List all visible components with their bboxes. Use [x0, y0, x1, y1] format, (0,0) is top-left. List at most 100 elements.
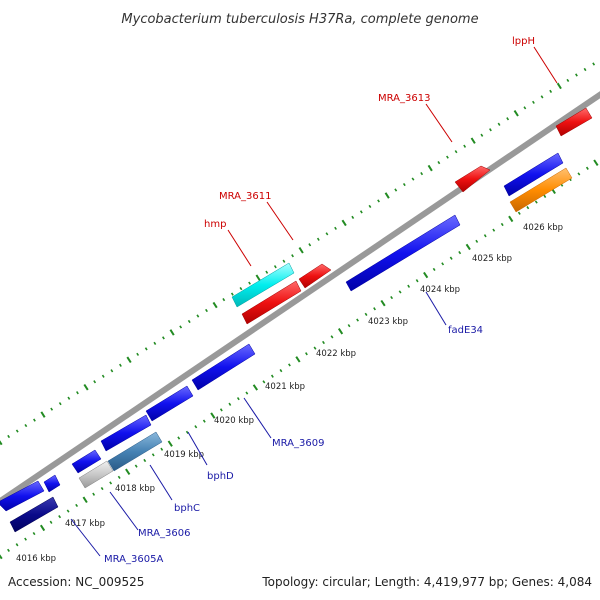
tick-mark	[248, 281, 251, 285]
gene-arrow-MRA_3612[interactable]	[298, 263, 332, 289]
tick-mark	[316, 237, 320, 241]
tick-mark	[470, 137, 476, 144]
tick-mark	[508, 215, 514, 223]
gene-arrow-fadE34[interactable]	[345, 214, 461, 292]
gene-arrow-MRA_3605A[interactable]	[9, 496, 59, 533]
gene-label-hmp[interactable]: hmp	[204, 219, 226, 230]
tick-mark	[513, 110, 519, 117]
tick-mark	[437, 160, 441, 165]
tick-mark	[239, 286, 243, 291]
gene-label-MRA_3609[interactable]: MRA_3609	[272, 438, 324, 449]
gene-label-MRA_3613[interactable]: MRA_3613	[378, 93, 430, 104]
tick-mark	[187, 319, 191, 324]
forward-genes	[231, 107, 593, 325]
tick-mark	[583, 67, 587, 72]
gene-arrow-MRA_3609[interactable]	[191, 343, 256, 391]
tick-mark	[463, 144, 467, 148]
tick-mark	[205, 308, 208, 313]
gene-label-bphD[interactable]: bphD	[207, 471, 234, 482]
tick-mark	[446, 155, 449, 159]
tick-mark	[119, 363, 122, 367]
tick-mark	[66, 509, 70, 513]
tick-mark	[364, 312, 368, 317]
tick-mark	[492, 228, 496, 232]
tick-mark	[347, 324, 351, 328]
gene-arrow-MRA_3606[interactable]	[78, 460, 114, 489]
tick-mark	[497, 122, 501, 126]
tick-mark	[454, 150, 458, 154]
tick-mark	[577, 172, 581, 176]
reverse-tick-track	[0, 159, 599, 560]
tick-mark	[162, 336, 165, 340]
tick-mark	[265, 270, 269, 274]
tick-mark	[134, 464, 138, 468]
tick-mark	[390, 295, 394, 300]
leader-MRA_3611	[266, 201, 294, 241]
tick-mark	[373, 307, 376, 311]
tick-mark	[210, 412, 216, 419]
tick-mark	[356, 318, 359, 322]
tick-mark	[179, 325, 183, 329]
tick-mark	[517, 211, 521, 215]
tick-mark	[202, 419, 206, 423]
tick-mark	[177, 436, 181, 440]
tick-mark	[0, 440, 3, 446]
gene-label-MRA_3605A[interactable]: MRA_3605A	[104, 554, 163, 565]
gene-label-MRA_3606[interactable]: MRA_3606	[138, 528, 190, 539]
tick-mark	[334, 226, 337, 230]
kbp-label: 4025 kbp	[472, 254, 512, 264]
tick-mark	[230, 292, 234, 296]
tick-mark	[380, 299, 386, 307]
gene-arrow-MRA_3613[interactable]	[454, 165, 491, 193]
gene-arrow-reverse-4018a[interactable]	[71, 449, 102, 474]
gene-label-bphC[interactable]: bphC	[174, 503, 200, 514]
tick-mark	[7, 434, 11, 439]
gene-arrow-MRA_3611[interactable]	[241, 280, 302, 325]
kbp-labels: 4016 kbp 4017 kbp 4018 kbp 4019 kbp 4020…	[16, 223, 563, 564]
gene-label-lppH[interactable]: lppH	[512, 36, 535, 47]
tick-mark	[322, 340, 325, 345]
tick-mark	[245, 391, 249, 395]
gene-arrow-lppH[interactable]	[555, 107, 593, 137]
tick-mark	[282, 259, 286, 263]
gene-label-fadE34[interactable]: fadE34	[448, 325, 483, 336]
kbp-label: 4016 kbp	[16, 554, 56, 564]
tick-mark	[167, 440, 173, 447]
tick-mark	[295, 356, 301, 363]
gene-arrow-reverse-4020a[interactable]	[145, 385, 194, 422]
tick-mark	[325, 232, 329, 236]
tick-mark	[125, 468, 131, 475]
tick-mark	[136, 352, 140, 356]
tick-mark	[262, 380, 266, 384]
gene-arrow-reverse-4016a[interactable]	[0, 480, 45, 512]
tick-mark	[100, 486, 104, 491]
accession-text: Accession: NC_009525	[8, 575, 144, 589]
tick-mark	[58, 402, 62, 406]
tick-mark	[169, 329, 175, 336]
gene-arrow-reverse-4026b[interactable]	[509, 167, 573, 213]
tick-mark	[532, 100, 535, 104]
tick-mark	[194, 425, 198, 429]
gene-arrow-bphD[interactable]	[100, 414, 152, 452]
gene-label-MRA_3611[interactable]: MRA_3611	[219, 191, 271, 202]
tick-mark	[222, 297, 226, 302]
leader-bphD	[187, 431, 208, 466]
tick-mark	[441, 262, 445, 266]
leader-lppH	[533, 46, 558, 84]
gene-arrow-hmp[interactable]	[231, 262, 295, 308]
gene-arrow-reverse-4016b[interactable]	[43, 474, 61, 493]
gene-arrow-bphC[interactable]	[107, 431, 163, 472]
gene-arrow-reverse-4026a[interactable]	[503, 152, 564, 197]
kbp-label: 4019 kbp	[164, 450, 204, 460]
kbp-label: 4021 kbp	[265, 382, 305, 392]
tick-mark	[82, 496, 88, 504]
tick-mark	[117, 475, 121, 479]
tick-mark	[298, 247, 304, 254]
tick-mark	[415, 279, 419, 283]
tick-mark	[110, 369, 114, 373]
tick-mark	[341, 219, 347, 227]
tick-mark	[252, 384, 259, 391]
tick-mark	[219, 408, 223, 412]
